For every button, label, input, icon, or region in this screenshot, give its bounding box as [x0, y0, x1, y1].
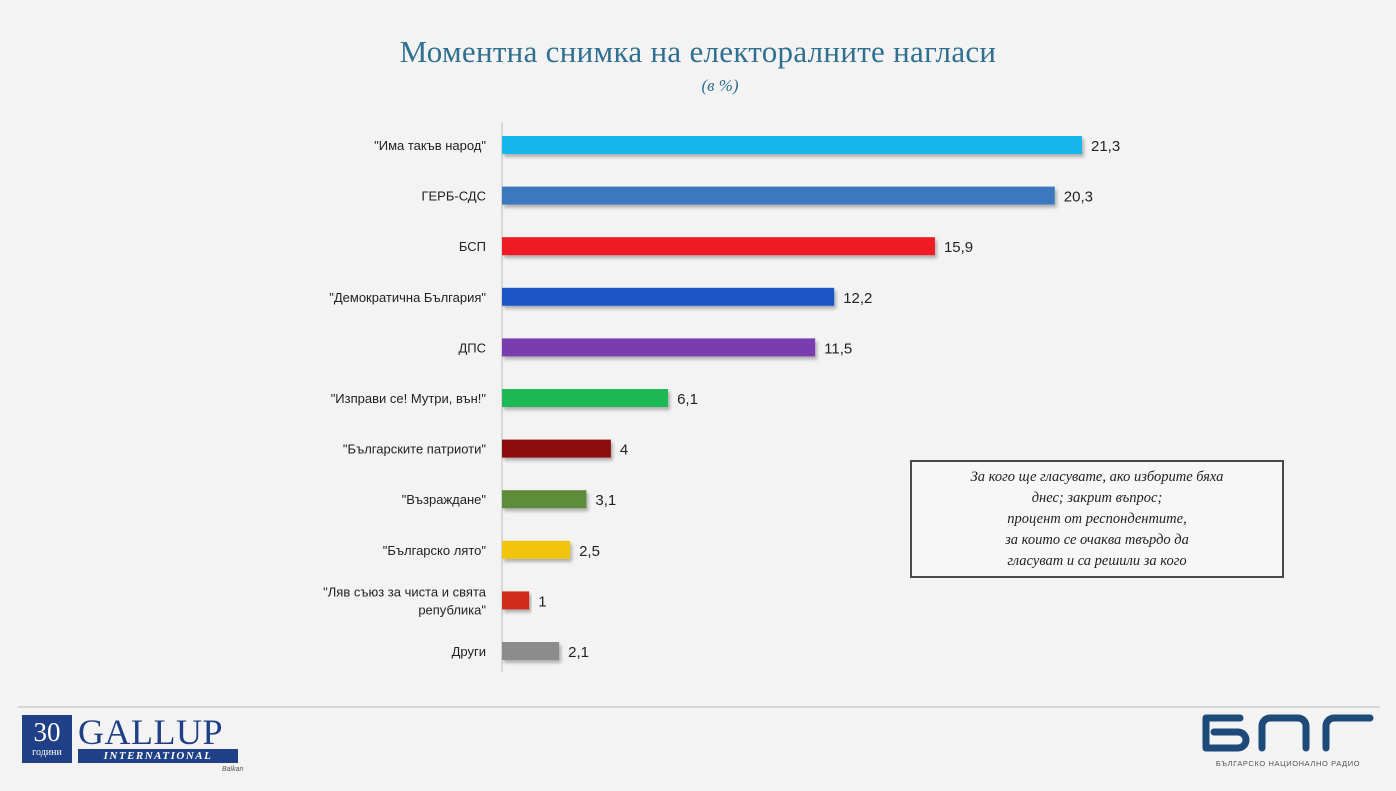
bar-value-label: 2,1 [568, 644, 589, 661]
bnr-logo-mark-icon [1202, 714, 1374, 752]
category-label: БСП [459, 239, 486, 254]
bar-chart: 21,3 "Има такъв народ" 20,3 ГЕРБ-СДС 15,9 БСП… [323, 122, 1120, 672]
note-line: за които се очаква твърдо да [1005, 531, 1189, 548]
bar-value-label: 2,5 [579, 543, 600, 560]
category-label: "Българско лято" [383, 543, 487, 558]
category-label: "Изправи се! Мутри, вън!" [331, 391, 487, 406]
category-label: "Българските патриоти" [343, 442, 486, 457]
gallup-30-years: години [32, 747, 62, 758]
category-label: Други [452, 644, 486, 659]
survey-note: За кого ще гласувате, ако изборите бяха … [910, 460, 1284, 578]
bar-value-label: 4 [620, 442, 628, 459]
gallup-30-badge: 30 години [22, 715, 72, 763]
bar-value-label: 11,5 [824, 340, 852, 357]
category-label: ДПС [458, 340, 486, 355]
bar-value-label: 20,3 [1064, 189, 1093, 206]
category-label: "Демократична България" [329, 290, 486, 305]
note-line: За кого ще гласувате, ако изборите бяха [970, 468, 1224, 485]
category-label: "Ляв съюз за чиста и свята [323, 584, 487, 599]
gallup-country: Balkan [222, 766, 244, 773]
bar [502, 439, 611, 458]
bar-value-label: 15,9 [944, 239, 973, 256]
bar [502, 490, 587, 509]
note-line: процент от респондентите, [1007, 510, 1187, 527]
gallup-international-band: INTERNATIONAL [78, 749, 238, 763]
bar-value-label: 1 [538, 593, 546, 610]
bnr-tagline: БЪЛГАРСКО НАЦИОНАЛНО РАДИО [1215, 759, 1361, 768]
bar [502, 136, 1082, 154]
bar [502, 237, 935, 256]
category-label: "Има такъв народ" [374, 138, 486, 153]
category-label: ГЕРБ-СДС [421, 189, 486, 204]
category-label: република" [418, 602, 486, 617]
bar [502, 287, 835, 306]
bar [502, 338, 816, 357]
bar [502, 389, 669, 407]
gallup-30-number: 30 [33, 717, 61, 747]
bar-value-label: 12,2 [843, 290, 872, 307]
gallup-logo: 30 години GALLUP INTERNATIONAL Balkan [22, 712, 244, 781]
bar [502, 591, 530, 610]
chart-title: Моментна снимка на електоралните нагласи [399, 34, 997, 69]
gallup-wordmark: GALLUP [78, 712, 223, 752]
bar [502, 186, 1055, 205]
bar [502, 642, 560, 660]
bar-value-label: 6,1 [677, 391, 698, 408]
note-line: гласуват и са решили за кого [1007, 552, 1187, 569]
bar-value-label: 21,3 [1091, 138, 1120, 155]
chart-marks: 21,3 "Има такъв народ" 20,3 ГЕРБ-СДС 15,9 БСП… [323, 122, 1120, 672]
bar-value-label: 3,1 [595, 492, 616, 509]
bnr-logo: БЪЛГАРСКО НАЦИОНАЛНО РАДИО [1200, 712, 1376, 776]
bar [502, 540, 571, 559]
category-label: "Възраждане" [402, 492, 487, 507]
note-line: днес; закрит въпрос; [1031, 489, 1163, 506]
footer-divider [18, 706, 1380, 708]
chart-subtitle: (в %) [701, 76, 739, 95]
